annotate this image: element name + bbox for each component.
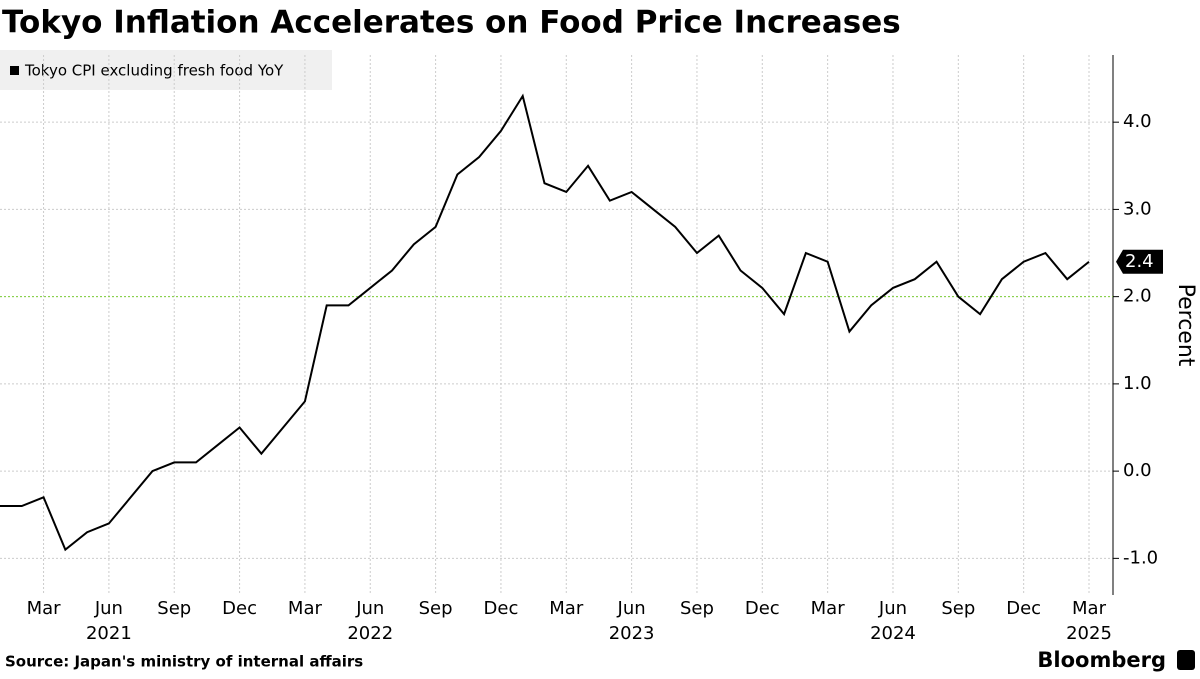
x-year-label: 2024 xyxy=(870,623,916,644)
last-value-tag xyxy=(1116,249,1163,274)
x-year-label: 2025 xyxy=(1066,623,1112,644)
brand-icon xyxy=(1177,650,1195,670)
legend-swatch xyxy=(10,66,19,75)
x-tick-label: Sep xyxy=(157,598,191,619)
x-tick-label: Sep xyxy=(419,598,453,619)
brand: Bloomberg xyxy=(1037,648,1166,672)
x-tick-label: Mar xyxy=(288,598,323,619)
x-tick-label: Dec xyxy=(222,598,257,619)
last-value-label: 2.4 xyxy=(1125,251,1154,272)
legend-label: Tokyo CPI excluding fresh food YoY xyxy=(24,62,284,80)
y-tick-label: 4.0 xyxy=(1123,111,1152,132)
line xyxy=(0,93,1090,552)
x-year-label: 2023 xyxy=(609,623,655,644)
y-tick-label: 3.0 xyxy=(1123,198,1152,219)
y-tick-label: 1.0 xyxy=(1123,373,1152,394)
x-year-label: 2022 xyxy=(347,623,393,644)
x-tick-label: Sep xyxy=(941,598,975,619)
x-tick-label: Jun xyxy=(617,598,646,619)
x-tick-label: Mar xyxy=(27,598,62,619)
y-tick-label: 0.0 xyxy=(1123,460,1152,481)
x-tick-label: Dec xyxy=(484,598,519,619)
y-tick-label: -1.0 xyxy=(1123,547,1158,568)
x-tick-label: Mar xyxy=(811,598,846,619)
y-axis-title: Percent xyxy=(1173,284,1198,367)
x-tick-label: Dec xyxy=(745,598,780,619)
x-tick-label: Jun xyxy=(878,598,907,619)
x-tick-label: Jun xyxy=(355,598,384,619)
x-tick-label: Sep xyxy=(680,598,714,619)
chart-title: Tokyo Inflation Accelerates on Food Pric… xyxy=(2,5,901,41)
x-year-label: 2021 xyxy=(86,623,132,644)
legend xyxy=(0,50,332,90)
y-tick-label: 2.0 xyxy=(1123,286,1152,307)
x-tick-label: Dec xyxy=(1006,598,1041,619)
x-tick-label: Mar xyxy=(1072,598,1107,619)
x-tick-label: Mar xyxy=(549,598,584,619)
source: Source: Japan's ministry of internal aff… xyxy=(5,653,363,671)
x-tick-label: Jun xyxy=(94,598,123,619)
